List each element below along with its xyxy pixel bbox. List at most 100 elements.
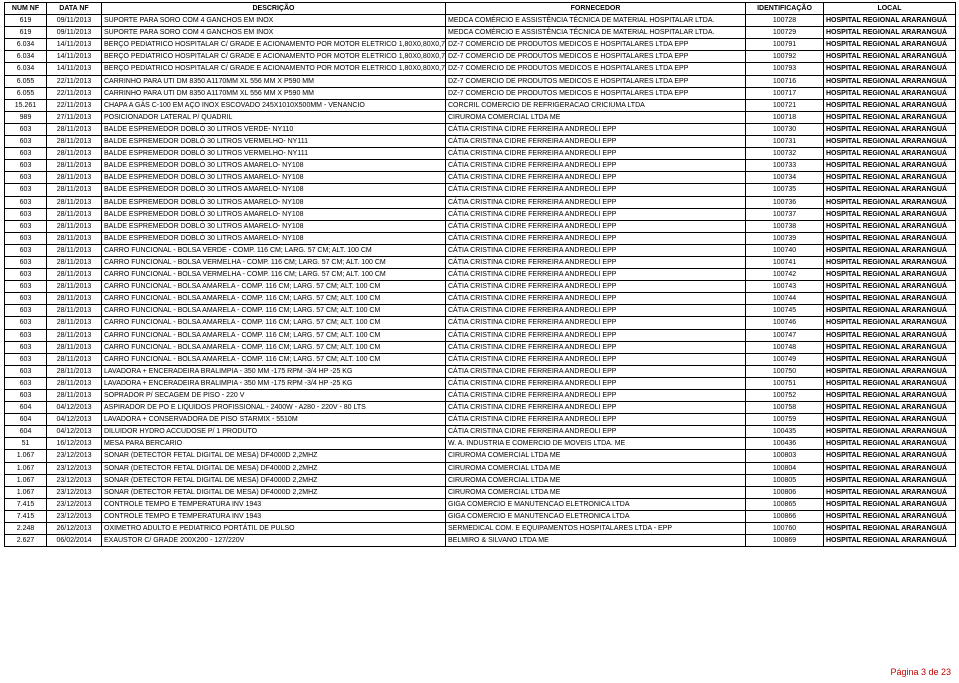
cell-loc: HOSPITAL REGIONAL ARARANGUÁ [824,390,956,402]
cell-loc: HOSPITAL REGIONAL ARARANGUÁ [824,111,956,123]
cell-num: 603 [5,160,47,172]
cell-data: 28/11/2013 [47,123,102,135]
cell-data: 28/11/2013 [47,281,102,293]
cell-forn: CÁTIA CRISTINA CIDRE FERREIRA ANDREOLI E… [446,390,746,402]
cell-loc: HOSPITAL REGIONAL ARARANGUÁ [824,426,956,438]
cell-desc: CARRO FUNCIONAL - BOLSA AMARELA - COMP. … [102,329,446,341]
cell-loc: HOSPITAL REGIONAL ARARANGUÁ [824,51,956,63]
cell-forn: CÁTIA CRISTINA CIDRE FERREIRA ANDREOLI E… [446,353,746,365]
table-row: 2.24826/12/2013OXIMETRO ADULTO E PEDIATR… [5,523,956,535]
cell-loc: HOSPITAL REGIONAL ARARANGUÁ [824,269,956,281]
cell-data: 28/11/2013 [47,365,102,377]
cell-num: 6.034 [5,39,47,51]
cell-forn: DZ-7 COMERCIO DE PRODUTOS MEDICOS E HOSP… [446,75,746,87]
cell-num: 1.067 [5,450,47,462]
cell-desc: SOPRADOR P/ SECAGEM DE PISO - 220 V [102,390,446,402]
cell-forn: GIGA COMERCIO E MANUTENCAO ELETRONICA LT… [446,510,746,522]
cell-id: 100793 [746,63,824,75]
cell-desc: BERÇO PEDIATRICO HOSPITALAR C/ GRADE E A… [102,63,446,75]
cell-num: 7.415 [5,498,47,510]
cell-data: 23/12/2013 [47,486,102,498]
cell-forn: CÁTIA CRISTINA CIDRE FERREIRA ANDREOLI E… [446,208,746,220]
cell-forn: DZ-7 COMERCIO DE PRODUTOS MEDICOS E HOSP… [446,87,746,99]
cell-id: 100739 [746,232,824,244]
cell-id: 100734 [746,172,824,184]
cell-num: 6.034 [5,51,47,63]
cell-desc: LAVADORA + ENCERADEIRA BRALIMPIA - 350 M… [102,365,446,377]
cell-loc: HOSPITAL REGIONAL ARARANGUÁ [824,256,956,268]
cell-desc: CARRO FUNCIONAL - BOLSA AMARELA - COMP. … [102,281,446,293]
cell-forn: CÁTIA CRISTINA CIDRE FERREIRA ANDREOLI E… [446,136,746,148]
cell-num: 603 [5,244,47,256]
cell-id: 100750 [746,365,824,377]
cell-loc: HOSPITAL REGIONAL ARARANGUÁ [824,196,956,208]
cell-data: 22/11/2013 [47,75,102,87]
table-row: 60328/11/2013SOPRADOR P/ SECAGEM DE PISO… [5,390,956,402]
table-header: NUM NF DATA NF DESCRIÇÃO FORNECEDOR IDEN… [5,3,956,15]
cell-forn: CÁTIA CRISTINA CIDRE FERREIRA ANDREOLI E… [446,148,746,160]
cell-forn: CÁTIA CRISTINA CIDRE FERREIRA ANDREOLI E… [446,196,746,208]
cell-loc: HOSPITAL REGIONAL ARARANGUÁ [824,232,956,244]
cell-num: 619 [5,15,47,27]
cell-loc: HOSPITAL REGIONAL ARARANGUÁ [824,486,956,498]
table-row: 60328/11/2013CARRO FUNCIONAL - BOLSA AMA… [5,293,956,305]
cell-desc: CARRINHO PARA UTI DM 8350 A1170MM XL 556… [102,75,446,87]
cell-forn: DZ-7 COMERCIO DE PRODUTOS MEDICOS E HOSP… [446,51,746,63]
cell-desc: CARRO FUNCIONAL - BOLSA VERDE - COMP. 11… [102,244,446,256]
cell-forn: CÁTIA CRISTINA CIDRE FERREIRA ANDREOLI E… [446,172,746,184]
cell-loc: HOSPITAL REGIONAL ARARANGUÁ [824,377,956,389]
col-header-forn: FORNECEDOR [446,3,746,15]
cell-desc: SONAR (DETECTOR FETAL DIGITAL DE MESA) D… [102,450,446,462]
cell-num: 603 [5,172,47,184]
table-row: 60328/11/2013CARRO FUNCIONAL - BOLSA AMA… [5,341,956,353]
table-row: 60328/11/2013BALDE ESPREMEDOR DOBLÓ 30 L… [5,160,956,172]
cell-forn: CÁTIA CRISTINA CIDRE FERREIRA ANDREOLI E… [446,123,746,135]
cell-data: 09/11/2013 [47,27,102,39]
table-row: 60328/11/2013CARRO FUNCIONAL - BOLSA VER… [5,256,956,268]
cell-num: 603 [5,184,47,196]
cell-num: 603 [5,232,47,244]
table-row: 1.06723/12/2013SONAR (DETECTOR FETAL DIG… [5,486,956,498]
cell-loc: HOSPITAL REGIONAL ARARANGUÁ [824,123,956,135]
table-row: 60328/11/2013LAVADORA + ENCERADEIRA BRAL… [5,377,956,389]
cell-loc: HOSPITAL REGIONAL ARARANGUÁ [824,148,956,160]
cell-loc: HOSPITAL REGIONAL ARARANGUÁ [824,281,956,293]
cell-loc: HOSPITAL REGIONAL ARARANGUÁ [824,474,956,486]
cell-data: 28/11/2013 [47,317,102,329]
table-row: 15.26122/11/2013CHAPA A GÁS C-100 EM AÇO… [5,99,956,111]
cell-data: 23/12/2013 [47,450,102,462]
cell-num: 603 [5,305,47,317]
cell-data: 23/12/2013 [47,462,102,474]
cell-num: 603 [5,293,47,305]
cell-num: 604 [5,426,47,438]
cell-loc: HOSPITAL REGIONAL ARARANGUÁ [824,402,956,414]
table-row: 60328/11/2013BALDE ESPREMEDOR DOBLÓ 30 L… [5,208,956,220]
cell-data: 04/12/2013 [47,402,102,414]
cell-data: 23/12/2013 [47,474,102,486]
cell-desc: LAVADORA + ENCERADEIRA BRALIMPIA - 350 M… [102,377,446,389]
cell-forn: MEDCA COMÉRCIO E ASSISTÊNCIA TÉCNICA DE … [446,27,746,39]
cell-num: 1.067 [5,474,47,486]
cell-desc: CARRO FUNCIONAL - BOLSA VERMELHA - COMP.… [102,256,446,268]
table-row: 60328/11/2013CARRO FUNCIONAL - BOLSA AMA… [5,329,956,341]
cell-desc: CARRO FUNCIONAL - BOLSA AMARELA - COMP. … [102,293,446,305]
cell-desc: SUPORTE PARA SORO COM 4 GANCHOS EM INOX [102,27,446,39]
cell-data: 28/11/2013 [47,293,102,305]
cell-forn: CÁTIA CRISTINA CIDRE FERREIRA ANDREOLI E… [446,281,746,293]
cell-data: 28/11/2013 [47,256,102,268]
cell-num: 603 [5,365,47,377]
cell-id: 100865 [746,498,824,510]
cell-forn: CÁTIA CRISTINA CIDRE FERREIRA ANDREOLI E… [446,269,746,281]
table-row: 6.03414/11/2013BERÇO PEDIATRICO HOSPITAL… [5,51,956,63]
table-row: 60328/11/2013BALDE ESPREMEDOR DOBLÓ 30 L… [5,220,956,232]
cell-forn: CÁTIA CRISTINA CIDRE FERREIRA ANDREOLI E… [446,160,746,172]
cell-data: 28/11/2013 [47,329,102,341]
table-row: 60328/11/2013BALDE ESPREMEDOR DOBLÓ 30 L… [5,232,956,244]
cell-data: 28/11/2013 [47,341,102,353]
cell-loc: HOSPITAL REGIONAL ARARANGUÁ [824,99,956,111]
cell-num: 1.067 [5,486,47,498]
cell-forn: CÁTIA CRISTINA CIDRE FERREIRA ANDREOLI E… [446,256,746,268]
cell-num: 603 [5,136,47,148]
cell-forn: CÁTIA CRISTINA CIDRE FERREIRA ANDREOLI E… [446,184,746,196]
cell-desc: CARRO FUNCIONAL - BOLSA AMARELA - COMP. … [102,305,446,317]
